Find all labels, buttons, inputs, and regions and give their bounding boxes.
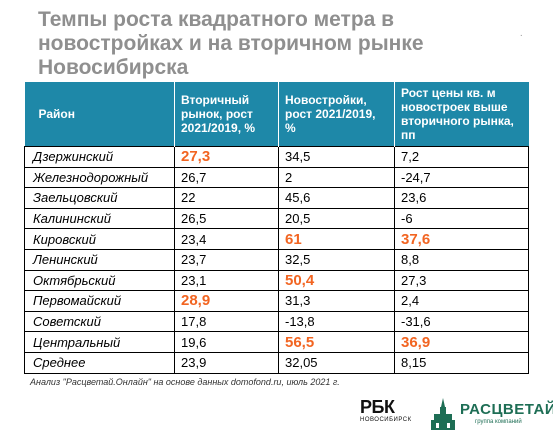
cell-growth-difference: -24,7 [394, 166, 529, 189]
cell-growth-difference: 37,6 [394, 228, 529, 250]
table-row: Среднее 23,9 32,05 8,15 [24, 351, 529, 374]
cell-district: Дзержинский [24, 146, 175, 168]
table-row: Дзержинский 27,3 34,5 7,2 [24, 146, 529, 168]
cell-district: Кировский [24, 228, 175, 250]
cell-new-growth: 32,05 [278, 351, 395, 374]
cell-new-growth: 32,5 [278, 248, 395, 271]
column-header-district: Район [24, 82, 175, 147]
footnote: Анализ "Расцветай.Онлайн" на основе данн… [30, 377, 340, 387]
cell-district: Среднее [24, 351, 175, 374]
cell-new-growth: 31,3 [278, 290, 395, 312]
cell-secondary-growth: 22 [174, 187, 279, 209]
table-row: Железнодорожный 26,7 2 -24,7 [24, 166, 529, 189]
table-row: Октябрьский 23,1 50,4 27,3 [24, 269, 529, 292]
cell-growth-difference: 36,9 [394, 331, 529, 353]
table-row: Ленинский 23,7 32,5 8,8 [24, 248, 529, 271]
table-row: Кировский 23,4 61 37,6 [24, 228, 529, 250]
brand-logo-subtext: группа компаний [475, 419, 522, 425]
cell-secondary-growth: 26,7 [174, 166, 279, 189]
cell-new-growth: 20,5 [278, 207, 395, 230]
rbc-logo-subtext: НОВОСИБИРСК [360, 417, 412, 423]
cell-secondary-growth: 17,8 [174, 310, 279, 333]
cell-growth-difference: 27,3 [394, 269, 529, 292]
cell-secondary-growth: 26,5 [174, 207, 279, 230]
cell-district: Октябрьский [24, 269, 175, 292]
cell-new-growth: 50,4 [278, 269, 395, 292]
cell-growth-difference: 8,15 [394, 351, 529, 374]
cell-growth-difference: 23,6 [394, 187, 529, 209]
cell-new-growth: 2 [278, 166, 395, 189]
brand-logo-text: РАСЦВЕТАЙ [460, 401, 553, 418]
cell-district: Ленинский [24, 248, 175, 271]
rbc-logo: РБК НОВОСИБИРСК [360, 397, 412, 423]
cell-district: Железнодорожный [24, 166, 175, 189]
cell-new-growth: 45,6 [278, 187, 395, 209]
table-header-row: Район Вторичный рынок, рост 2021/2019, %… [24, 82, 529, 147]
cell-growth-difference: -6 [394, 207, 529, 230]
logos: РБК НОВОСИБИРСК РАСЦВЕТАЙ группа компани… [360, 397, 553, 433]
column-header-secondary: Вторичный рынок, рост 2021/2019, % [174, 82, 279, 147]
cell-secondary-growth: 23,4 [174, 228, 279, 250]
cell-secondary-growth: 23,9 [174, 351, 279, 374]
cell-district: Первомайский [24, 290, 175, 312]
decorative-dot: · [519, 30, 523, 41]
tower-icon [431, 398, 455, 430]
table-row: Центральный 19,6 56,5 36,9 [24, 331, 529, 353]
cell-growth-difference: 7,2 [394, 146, 529, 168]
cell-secondary-growth: 23,1 [174, 269, 279, 292]
table-row: Калининский 26,5 20,5 -6 [24, 207, 529, 230]
column-header-diff: Рост цены кв. м новостроек выше вторично… [394, 82, 529, 147]
rbc-logo-text: РБК [360, 397, 395, 417]
cell-new-growth: 61 [278, 228, 395, 250]
table-body: Дзержинский 27,3 34,5 7,2 Железнодорожный 26,… [24, 146, 529, 374]
cell-new-growth: 34,5 [278, 146, 395, 168]
cell-growth-difference: 8,8 [394, 248, 529, 271]
column-header-new: Новостройки, рост 2021/2019, % [278, 82, 395, 147]
table-row: Первомайский 28,9 31,3 2,4 [24, 290, 529, 312]
table-row: Советский 17,8 -13,8 -31,6 [24, 310, 529, 333]
cell-secondary-growth: 19,6 [174, 331, 279, 353]
cell-growth-difference: 2,4 [394, 290, 529, 312]
cell-district: Заельцовский [24, 187, 175, 209]
cell-secondary-growth: 28,9 [174, 290, 279, 312]
cell-secondary-growth: 23,7 [174, 248, 279, 271]
cell-district: Центральный [24, 331, 175, 353]
cell-district: Советский [24, 310, 175, 333]
cell-district: Калининский [24, 207, 175, 230]
chart-title: Темпы роста квадратного метра в новостро… [38, 8, 424, 79]
cell-secondary-growth: 27,3 [174, 146, 279, 168]
data-table: Район Вторичный рынок, рост 2021/2019, %… [24, 82, 529, 374]
table-row: Заельцовский 22 45,6 23,6 [24, 187, 529, 209]
cell-new-growth: -13,8 [278, 310, 395, 333]
cell-growth-difference: -31,6 [394, 310, 529, 333]
cell-new-growth: 56,5 [278, 331, 395, 353]
